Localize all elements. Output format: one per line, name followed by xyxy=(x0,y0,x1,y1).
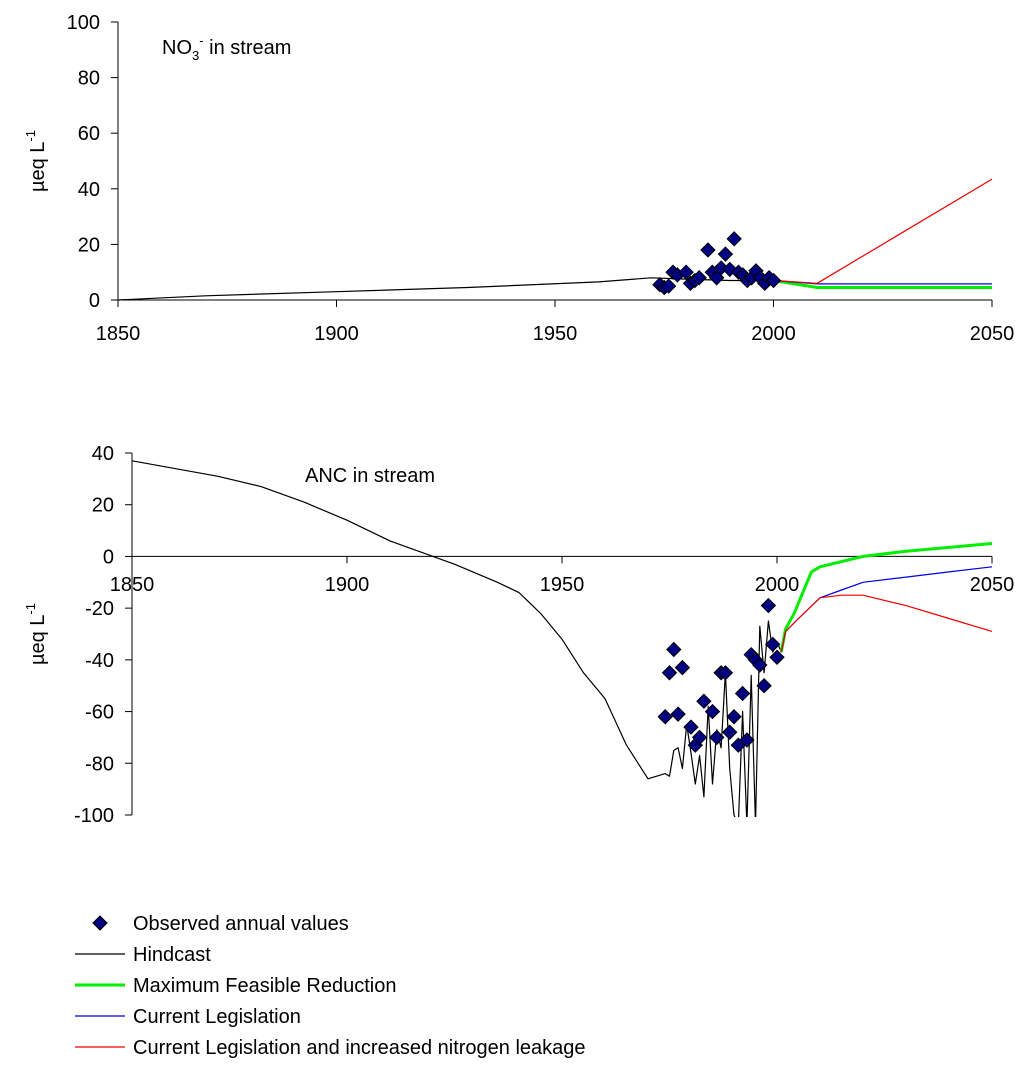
legend-label: Observed annual values xyxy=(133,913,349,935)
observed-point xyxy=(691,729,708,746)
observed-point xyxy=(717,665,734,681)
observed-point xyxy=(661,665,678,681)
y-tick-label: 40 xyxy=(92,443,114,465)
y-tick-label: 60 xyxy=(78,123,100,145)
observed-point xyxy=(666,641,682,658)
observed-point xyxy=(691,270,707,286)
observed-point xyxy=(674,659,691,676)
observed-point xyxy=(670,706,686,722)
series-line-maximum-feasible-reduction xyxy=(773,279,992,289)
observed-point xyxy=(696,693,712,709)
observed-point xyxy=(683,719,699,735)
legend-label: Current Legislation xyxy=(133,1006,301,1028)
series-line-current-legislation-and-increased-nitrogen-leakage xyxy=(773,178,993,284)
observed-point xyxy=(704,703,721,720)
y-tick-label: 100 xyxy=(67,12,100,34)
x-tick-label: 2000 xyxy=(751,323,796,345)
legend-label: Current Legislation and increased nitrog… xyxy=(133,1037,586,1059)
y-tick-label: 20 xyxy=(92,495,114,517)
series-line-current-legislation-and-increased-nitrogen-leakage xyxy=(780,594,993,653)
observed-point xyxy=(678,264,694,280)
y-tick-label: 20 xyxy=(78,234,100,256)
x-tick-label: 1900 xyxy=(314,323,359,345)
x-tick-label: 1950 xyxy=(533,323,578,345)
chart-anc: -100 -80 -60 -40 -20 0 20 40 1850 1900 1950 2000 205… xyxy=(23,443,1014,827)
y-tick-label: 0 xyxy=(89,290,100,312)
observed-point xyxy=(764,636,781,653)
series-line-maximum-feasible-reduction xyxy=(779,542,993,653)
y-tick-label: 0 xyxy=(103,546,114,568)
y-axis-title: µeq L-1 xyxy=(23,130,49,192)
observed-point xyxy=(717,246,734,262)
legend-marker-observed xyxy=(92,915,108,931)
y-tick-label: 40 xyxy=(78,179,100,201)
x-tick-label: 2050 xyxy=(970,323,1015,345)
observed-point xyxy=(765,272,782,289)
series-line-hindcast xyxy=(132,460,782,817)
y-axis-title: µeq L-1 xyxy=(23,603,49,665)
observed-point xyxy=(739,732,755,748)
y-tick-label: -60 xyxy=(85,702,114,724)
observed-point xyxy=(726,709,742,725)
observed-point xyxy=(756,678,772,694)
x-tick-label: 2050 xyxy=(970,574,1015,596)
series-line-hindcast xyxy=(118,277,783,301)
chart-annotation: NO3- in stream xyxy=(162,33,291,63)
observed-point xyxy=(760,597,777,614)
legend-label: Maximum Feasible Reduction xyxy=(133,975,396,997)
y-tick-label: -100 xyxy=(74,805,114,827)
observed-point xyxy=(700,242,716,258)
x-tick-label: 1950 xyxy=(540,574,585,596)
observed-point xyxy=(769,649,785,665)
observed-point xyxy=(726,231,742,247)
legend: Observed annual values Hindcast Maximum Fe… xyxy=(75,913,586,1059)
observed-point xyxy=(734,685,751,702)
y-tick-label: -80 xyxy=(85,753,114,775)
y-tick-label: -20 xyxy=(85,598,114,620)
observed-point xyxy=(709,729,725,746)
chart-nitrate: 0 20 40 60 80 100 1850 1900 1950 2000 2050 µeq L-1 N… xyxy=(23,12,1014,345)
y-tick-label: -40 xyxy=(85,650,114,672)
y-tick-label: 80 xyxy=(78,68,100,90)
observed-point xyxy=(752,657,768,673)
chart-annotation: ANC in stream xyxy=(305,465,435,487)
x-tick-label: 1850 xyxy=(110,574,155,596)
x-tick-label: 1900 xyxy=(325,574,370,596)
x-tick-label: 2000 xyxy=(755,574,800,596)
x-tick-label: 1850 xyxy=(96,323,141,345)
observed-point xyxy=(660,278,677,294)
series-line-current-legislation xyxy=(780,566,993,653)
observed-point xyxy=(721,724,738,740)
observed-point xyxy=(657,709,673,725)
legend-label: Hindcast xyxy=(133,944,211,966)
